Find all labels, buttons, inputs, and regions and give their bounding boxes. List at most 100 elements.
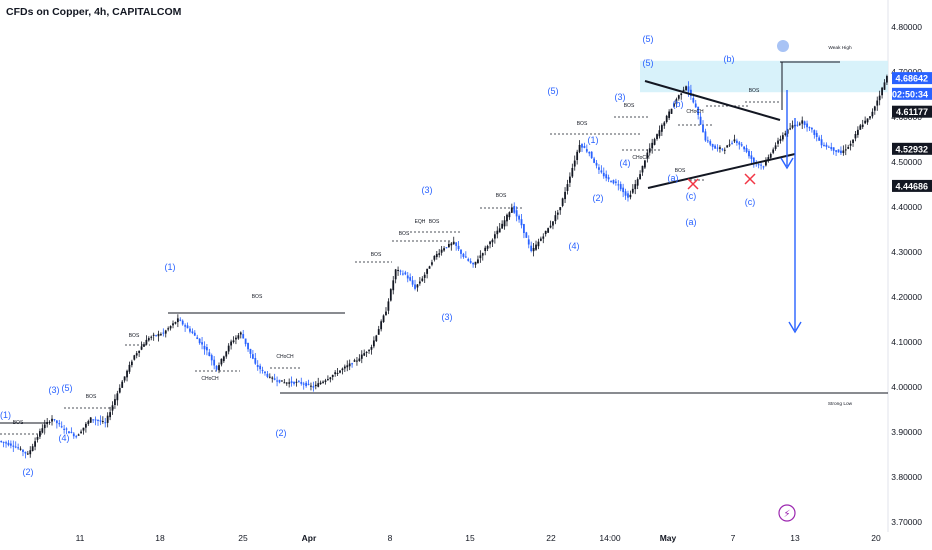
candle-body (435, 253, 438, 258)
candle-body (760, 164, 762, 166)
candle-body (602, 172, 605, 177)
candle-body (433, 255, 436, 260)
candle-body (675, 99, 678, 105)
candle-body (876, 100, 879, 106)
structure-lines (0, 61, 888, 435)
candle-body (762, 166, 765, 168)
candle-body (636, 179, 639, 186)
candle-body (682, 89, 685, 91)
structure-label: BOS (252, 294, 263, 300)
candle-body (232, 340, 235, 343)
candle-body (716, 147, 719, 149)
price-tick: 4.20000 (891, 292, 922, 302)
candle-body (472, 262, 474, 265)
candle-body (230, 341, 232, 346)
candle-body (711, 144, 714, 147)
candle-body (477, 259, 479, 264)
candle-body (423, 274, 426, 278)
candle-body (588, 152, 591, 154)
candle-body (431, 262, 433, 265)
candle-body (82, 427, 85, 431)
wave-label: (4) (620, 158, 631, 168)
wave-label: (c) (686, 191, 697, 201)
candle-body (743, 146, 746, 150)
candle-body (486, 245, 489, 249)
candle-body (249, 348, 252, 354)
candle-body (225, 351, 228, 357)
candle-body (164, 330, 167, 334)
cross-mark (687, 178, 699, 190)
structure-label: Weak High (828, 45, 852, 51)
badge-bg (892, 105, 932, 118)
candle-body (464, 256, 467, 258)
time-tick: 20 (871, 533, 881, 543)
candle-body (869, 116, 871, 119)
candle-body (358, 358, 361, 362)
candle-body (7, 442, 10, 446)
candle-body (542, 236, 545, 239)
candle-body (600, 170, 603, 173)
candle-body (573, 160, 576, 167)
candle-body (455, 242, 458, 246)
price-tick: 4.00000 (891, 382, 922, 392)
price-tick: 4.70000 (891, 67, 922, 77)
candle-body (731, 142, 733, 144)
candle-body (544, 230, 547, 235)
candle-body (327, 379, 329, 381)
candle-body (147, 338, 150, 341)
candle-body (651, 142, 654, 149)
candle-body (503, 220, 506, 227)
candle-body (571, 167, 574, 177)
wave-label: (2) (593, 193, 604, 203)
zone-rect (640, 60, 888, 93)
candle-body (305, 382, 308, 387)
candle-body (259, 365, 262, 370)
candle-body (474, 261, 477, 265)
candle-body (501, 223, 504, 229)
wave-label: (5) (62, 383, 73, 393)
candle-body (135, 353, 138, 356)
candle-body (92, 419, 95, 421)
candle-body (660, 125, 663, 132)
candle-body (128, 364, 131, 372)
candle-body (242, 334, 245, 339)
candle-body (34, 441, 36, 447)
structure-label: Strong Low (828, 401, 853, 407)
candle-body (774, 145, 777, 149)
candle-body (811, 127, 813, 130)
candle-body (484, 247, 487, 251)
structure-label: CHoCH (632, 155, 650, 161)
candle-body (815, 132, 818, 137)
candle-body (866, 118, 869, 123)
candle-body (85, 423, 87, 428)
candle-body (849, 143, 852, 146)
candle-body (813, 130, 816, 135)
cross-mark (744, 173, 756, 185)
candle-body (745, 148, 748, 152)
structure-label: BOS (749, 88, 760, 94)
candle-body (31, 446, 34, 451)
candle-body (99, 420, 102, 422)
candle-body (530, 245, 533, 251)
candle-body (668, 111, 671, 118)
candle-body (251, 354, 254, 359)
candle-body (201, 342, 203, 345)
candle-body (607, 177, 610, 180)
time-tick: 11 (76, 533, 85, 543)
candle-body (186, 325, 189, 329)
candle-body (440, 249, 443, 253)
drawings: ⚡ (644, 40, 802, 522)
candle-body (648, 148, 651, 153)
candle-body (733, 139, 736, 142)
candle-body (247, 342, 249, 350)
candle-body (886, 76, 888, 83)
candle-body (685, 86, 687, 91)
candle-body (883, 82, 886, 90)
candle-body (852, 139, 854, 143)
arrowhead (780, 157, 794, 170)
time-tick: 22 (546, 533, 556, 543)
candle-body (307, 383, 310, 385)
candle-body (399, 270, 402, 272)
badge-bg (892, 87, 932, 100)
